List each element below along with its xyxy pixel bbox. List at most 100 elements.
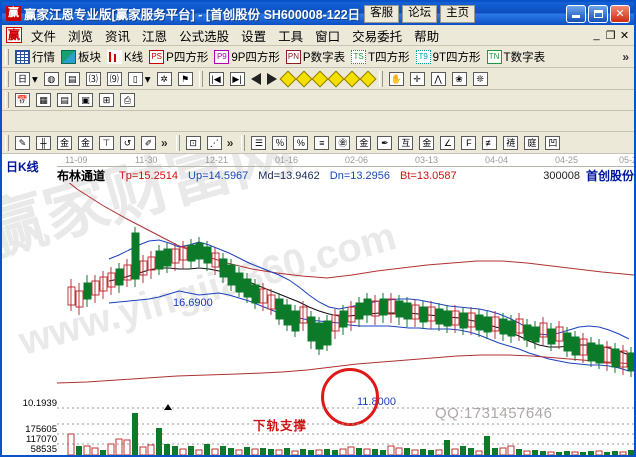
palette-tool-button[interactable]: ❀ [449, 69, 470, 88]
drawing-overflow-chevron-b-icon[interactable]: » [226, 135, 234, 150]
toolbar-grip-3[interactable] [198, 70, 203, 87]
notes-button[interactable]: ▤ [54, 91, 75, 110]
indicator-list-button[interactable]: ☰ [248, 133, 269, 152]
kline9-button[interactable]: ⑼ [104, 69, 125, 88]
toolbar-grip-6[interactable] [5, 134, 9, 151]
gold-line-icon: 金 [356, 135, 372, 150]
report-button[interactable]: ▤ [62, 69, 83, 88]
angle-line-6-button[interactable]: 凹 [542, 133, 563, 152]
marker-diamond-2-icon[interactable] [295, 70, 313, 87]
calendar-button[interactable]: 📅 [12, 91, 33, 110]
p9-square-button[interactable]: P9 9P四方形 [211, 47, 283, 66]
close-button[interactable]: ✕ [610, 4, 630, 23]
p-number-table-button[interactable]: PN P数字表 [283, 47, 348, 66]
measure-tool-button[interactable]: ⋀ [428, 69, 449, 88]
angle-line-4-button[interactable]: 裢 [500, 133, 521, 152]
angle-line-3-button[interactable]: ≢ [479, 133, 500, 152]
kline3-button[interactable]: ⑶ [83, 69, 104, 88]
calculator-button[interactable]: ▦ [33, 91, 54, 110]
calendar-day-icon: 日 [15, 71, 30, 86]
brain-tool-button[interactable]: ❊ [470, 69, 491, 88]
mdi-close-button[interactable]: ✕ [619, 29, 630, 42]
gann-fan-button[interactable]: ✲ [154, 69, 175, 88]
period-day-button[interactable]: 日 ▾ [12, 69, 41, 88]
box-tool-button[interactable]: ⊡ [183, 133, 204, 152]
network-button[interactable]: ⊞ [96, 91, 117, 110]
mdi-minimize-button[interactable]: _ [593, 28, 600, 41]
angle-line-1-button[interactable]: ∠ [437, 133, 458, 152]
toolbar-grip-8[interactable] [241, 134, 246, 151]
price-pane[interactable]: 16.6900 11.8000 下轨支撑 QQ:1731457646 [56, 172, 634, 433]
volume-pane[interactable] [57, 402, 634, 455]
printer-button[interactable]: ⎙ [117, 91, 138, 110]
candle-style-button[interactable]: ▯ ▾ [125, 69, 154, 88]
forum-button[interactable]: 论坛 [402, 4, 438, 23]
toolbar-overflow-chevron-icon[interactable]: » [622, 49, 629, 64]
customer-service-button[interactable]: 客服 [364, 4, 400, 23]
pen3-tool-button[interactable]: ✒ [374, 133, 395, 152]
scroll-right-icon[interactable] [266, 72, 277, 85]
menu-trade[interactable]: 交易委托 [352, 29, 403, 44]
menu-gann[interactable]: 江恩 [142, 29, 168, 44]
marker-diamond-4-icon[interactable] [327, 70, 345, 87]
p-square-button[interactable]: PS P四方形 [146, 47, 211, 66]
menu-news[interactable]: 资讯 [105, 29, 131, 44]
homepage-button[interactable]: 主页 [440, 4, 476, 23]
crosshair-tool-button[interactable]: ✛ [407, 69, 428, 88]
chart-area[interactable]: 赢家财富网 www.yingjia360.com 日K线 11-09 11-30… [2, 154, 634, 455]
marker-diamond-1-icon[interactable] [279, 70, 297, 87]
minimize-button[interactable] [566, 4, 586, 23]
last-page-button[interactable]: ▶| [227, 69, 248, 88]
menu-window[interactable]: 窗口 [315, 29, 341, 44]
angle-line-5-button[interactable]: 庭 [521, 133, 542, 152]
gann-ruler-button[interactable]: ⊤ [96, 133, 117, 152]
mdi-restore-button[interactable]: ❐ [605, 29, 616, 42]
angle-line-2-button[interactable]: F [458, 133, 479, 152]
menu-settings[interactable]: 设置 [241, 29, 267, 44]
quotes-button[interactable]: 行情 [12, 47, 58, 66]
kline-button[interactable]: K线 [104, 47, 146, 66]
overlay-button[interactable]: ◍ [41, 69, 62, 88]
fan-tool-button[interactable]: ⋰ [204, 133, 225, 152]
marker-diamond-6-icon[interactable] [359, 70, 377, 87]
date-axis: 11-09 11-30 12-21 01-16 02-06 03-13 04-0… [57, 154, 634, 167]
percent-line-button[interactable]: ％ [269, 133, 290, 152]
menu-help[interactable]: 帮助 [414, 29, 440, 44]
maximize-button[interactable] [588, 4, 608, 23]
period-dropdown-chevron-icon[interactable]: ▾ [32, 73, 38, 86]
gann-gold-2-button[interactable]: 金 [75, 133, 96, 152]
pen2-tool-button[interactable]: ✐ [138, 133, 159, 152]
gold-section-button[interactable]: 金 [416, 133, 437, 152]
first-page-button[interactable]: |◀ [206, 69, 227, 88]
drawing-overflow-chevron-a-icon[interactable]: » [161, 135, 168, 150]
marker-diamond-5-icon[interactable] [343, 70, 361, 87]
cross-ratio-button[interactable]: 互 [395, 133, 416, 152]
menu-browse[interactable]: 浏览 [68, 29, 94, 44]
toolbar-grip-5[interactable] [5, 92, 9, 108]
candle-dropdown-chevron-icon[interactable]: ▾ [144, 73, 151, 86]
sector-button[interactable]: 板块 [58, 47, 104, 66]
gold-line-button[interactable]: 金 [353, 133, 374, 152]
toolbar-grip-7[interactable] [175, 134, 180, 151]
spiral-button[interactable]: ↺ [117, 133, 138, 152]
save-button[interactable]: ▣ [75, 91, 96, 110]
toolbar-grip[interactable] [5, 48, 9, 65]
toolbar-grip-4[interactable] [378, 70, 383, 87]
gold-ratio-button[interactable]: ㊎ [332, 133, 353, 152]
t-square-button[interactable]: TS T四方形 [348, 47, 413, 66]
flag-button[interactable]: ⚑ [175, 69, 196, 88]
t-number-table-button[interactable]: TN T数字表 [484, 47, 549, 66]
ratio-button[interactable]: ≡ [311, 133, 332, 152]
pen-tool-button[interactable]: ✎ [12, 133, 33, 152]
t9-square-button[interactable]: T9 9T四方形 [413, 47, 484, 66]
menu-file[interactable]: 文件 [31, 29, 57, 44]
menu-tools[interactable]: 工具 [278, 29, 304, 44]
pan-tool-button[interactable]: ✋ [386, 69, 407, 88]
toolbar-grip-2[interactable] [5, 70, 9, 87]
menu-formula-pick[interactable]: 公式选股 [179, 29, 230, 44]
marker-diamond-3-icon[interactable] [311, 70, 329, 87]
percent-button[interactable]: % [290, 133, 311, 152]
scroll-left-icon[interactable] [250, 72, 261, 85]
gann-gold-1-button[interactable]: 金 [54, 133, 75, 152]
grid-lines-button[interactable]: ╫ [33, 133, 54, 152]
